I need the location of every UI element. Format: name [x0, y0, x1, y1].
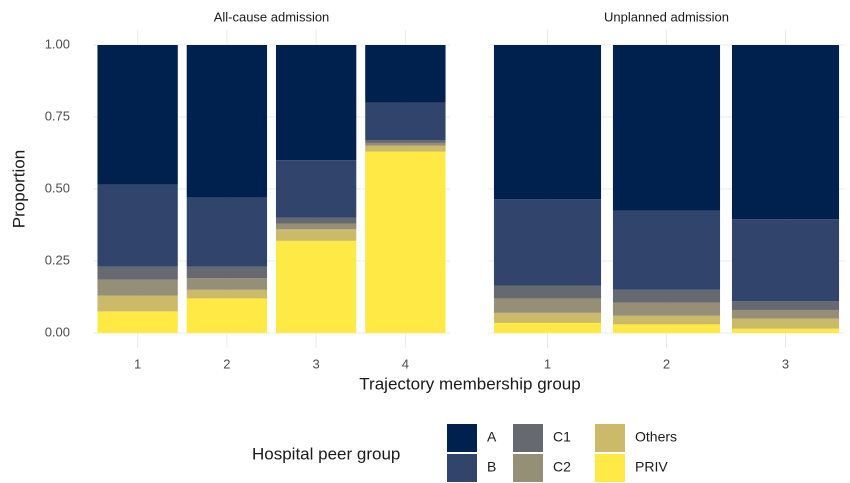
legend-key [595, 424, 625, 452]
bar-segment [97, 279, 178, 296]
bar-segment [365, 140, 446, 143]
bar-segment [97, 184, 178, 267]
legend-key [447, 454, 477, 482]
legend-label: PRIV [635, 459, 668, 475]
bar-segment [275, 240, 357, 333]
bar-segment [186, 45, 268, 198]
bar-segment [731, 301, 840, 310]
bar-segment [275, 160, 357, 218]
legend-label: A [487, 429, 497, 445]
legend-label: C1 [553, 429, 571, 445]
y-tick-label: 0.50 [45, 180, 70, 195]
bar-segment [493, 298, 602, 313]
x-tick-label: 3 [782, 356, 789, 371]
x-tick-label: 3 [313, 356, 320, 371]
bar-segment [275, 217, 357, 224]
bar-segment [365, 145, 446, 152]
bar-segment [731, 45, 840, 220]
bar-segment [493, 312, 602, 323]
x-tick-label: 1 [134, 356, 141, 371]
y-axis-label: Proportion [9, 150, 28, 228]
bar-segment [365, 151, 446, 333]
y-tick-label: 0.25 [45, 252, 70, 267]
bar-segment [275, 229, 357, 241]
bar-segment [612, 45, 721, 211]
x-tick-label: 1 [544, 356, 551, 371]
bar-segment [493, 322, 602, 333]
bar-segment [186, 298, 268, 333]
legend-key [513, 454, 543, 482]
bar-segment [97, 295, 178, 312]
y-tick-label: 0.75 [45, 108, 70, 123]
y-tick-label: 1.00 [45, 36, 70, 51]
bar-segment [97, 45, 178, 185]
bar-segment [493, 199, 602, 286]
bar-segment [731, 309, 840, 319]
bar-segment [612, 315, 721, 325]
x-tick-label: 2 [663, 356, 670, 371]
bar-segment [612, 289, 721, 303]
x-tick-label: 4 [402, 356, 409, 371]
bar-segment [275, 45, 357, 161]
legend-label: Others [635, 429, 677, 445]
bar-segment [97, 311, 178, 333]
bar-segment [365, 45, 446, 103]
legend-key [595, 454, 625, 482]
bar-segment [365, 102, 446, 141]
bar-segment [731, 318, 840, 329]
legend-label: C2 [553, 459, 571, 475]
bar-segment [612, 324, 721, 333]
legend-label: B [487, 459, 496, 475]
bar-segment [612, 302, 721, 316]
bar-segment [275, 223, 357, 230]
legend-key [513, 424, 543, 452]
bar-segment [493, 45, 602, 200]
x-tick-label: 2 [223, 356, 230, 371]
bar-segment [731, 219, 840, 302]
facet-title: All-cause admission [214, 9, 330, 24]
bar-segment [365, 142, 446, 146]
bar-segment [186, 197, 268, 267]
legend-key [447, 424, 477, 452]
bar-segment [612, 210, 721, 290]
y-tick-label: 0.00 [45, 324, 70, 339]
legend-title: Hospital peer group [252, 444, 400, 463]
bar-segment [731, 328, 840, 333]
bar-segment [186, 289, 268, 299]
facet-title: Unplanned admission [604, 9, 729, 24]
bar-segment [97, 266, 178, 280]
bar-segment [186, 278, 268, 290]
x-axis-label: Trajectory membership group [359, 374, 580, 393]
bar-segment [493, 285, 602, 299]
bar-segment [186, 266, 268, 279]
